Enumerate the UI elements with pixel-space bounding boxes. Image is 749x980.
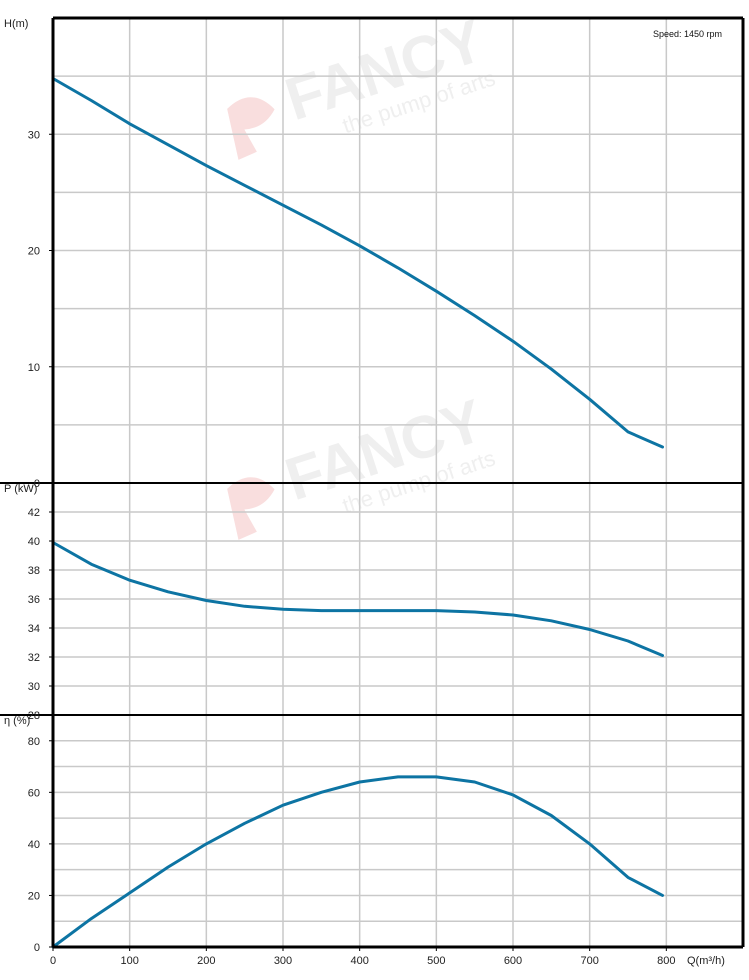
watermark-logo-icon xyxy=(227,97,275,160)
x-tick-label: 100 xyxy=(120,955,138,967)
watermark-mid: FANCY the pump of arts xyxy=(227,387,498,540)
y-tick-label: 60 xyxy=(28,787,40,799)
watermark-logo-icon xyxy=(227,477,275,540)
y-tick-label: 40 xyxy=(28,839,40,851)
x-tick-label: 700 xyxy=(580,955,598,967)
y-tick-label: 80 xyxy=(28,736,40,748)
x-tick-label: 200 xyxy=(197,955,215,967)
y-tick-label: 20 xyxy=(28,246,40,258)
y-axis-title: P (kW) xyxy=(4,483,37,495)
x-tick-label: 0 xyxy=(50,955,56,967)
frame-layer xyxy=(0,16,745,949)
y-tick-label: 30 xyxy=(28,681,40,693)
y-tick-label: 10 xyxy=(28,362,40,374)
y-tick-label: 32 xyxy=(28,652,40,664)
x-tick-label: 400 xyxy=(350,955,368,967)
y-tick-label: 34 xyxy=(28,623,40,635)
y-tick-label: 20 xyxy=(28,890,40,902)
series-line-head xyxy=(51,77,664,449)
x-axis-title: Q(m³/h) xyxy=(687,955,725,967)
x-tick-label: 500 xyxy=(427,955,445,967)
curves-layer xyxy=(51,77,664,949)
y-tick-label: 0 xyxy=(34,478,40,490)
series-line-efficiency xyxy=(51,775,664,949)
y-tick-label: 28 xyxy=(28,710,40,722)
y-tick-label: 42 xyxy=(28,507,40,519)
x-tick-label: 600 xyxy=(504,955,522,967)
x-tick-label: 300 xyxy=(274,955,292,967)
x-tick-label: 800 xyxy=(657,955,675,967)
speed-annotation: Speed: 1450 rpm xyxy=(653,29,722,39)
y-tick-label: 30 xyxy=(28,129,40,141)
watermark-layer: FANCY the pump of arts FANCY the pump of… xyxy=(227,7,498,540)
y-tick-label: 38 xyxy=(28,565,40,577)
y-tick-label: 40 xyxy=(28,536,40,548)
y-axis-title: H(m) xyxy=(4,18,28,30)
series-line-power xyxy=(51,541,664,657)
y-tick-label: 36 xyxy=(28,594,40,606)
y-axis-title: η (%) xyxy=(4,715,30,727)
y-tick-label: 0 xyxy=(34,942,40,954)
watermark-top: FANCY the pump of arts xyxy=(227,7,498,160)
